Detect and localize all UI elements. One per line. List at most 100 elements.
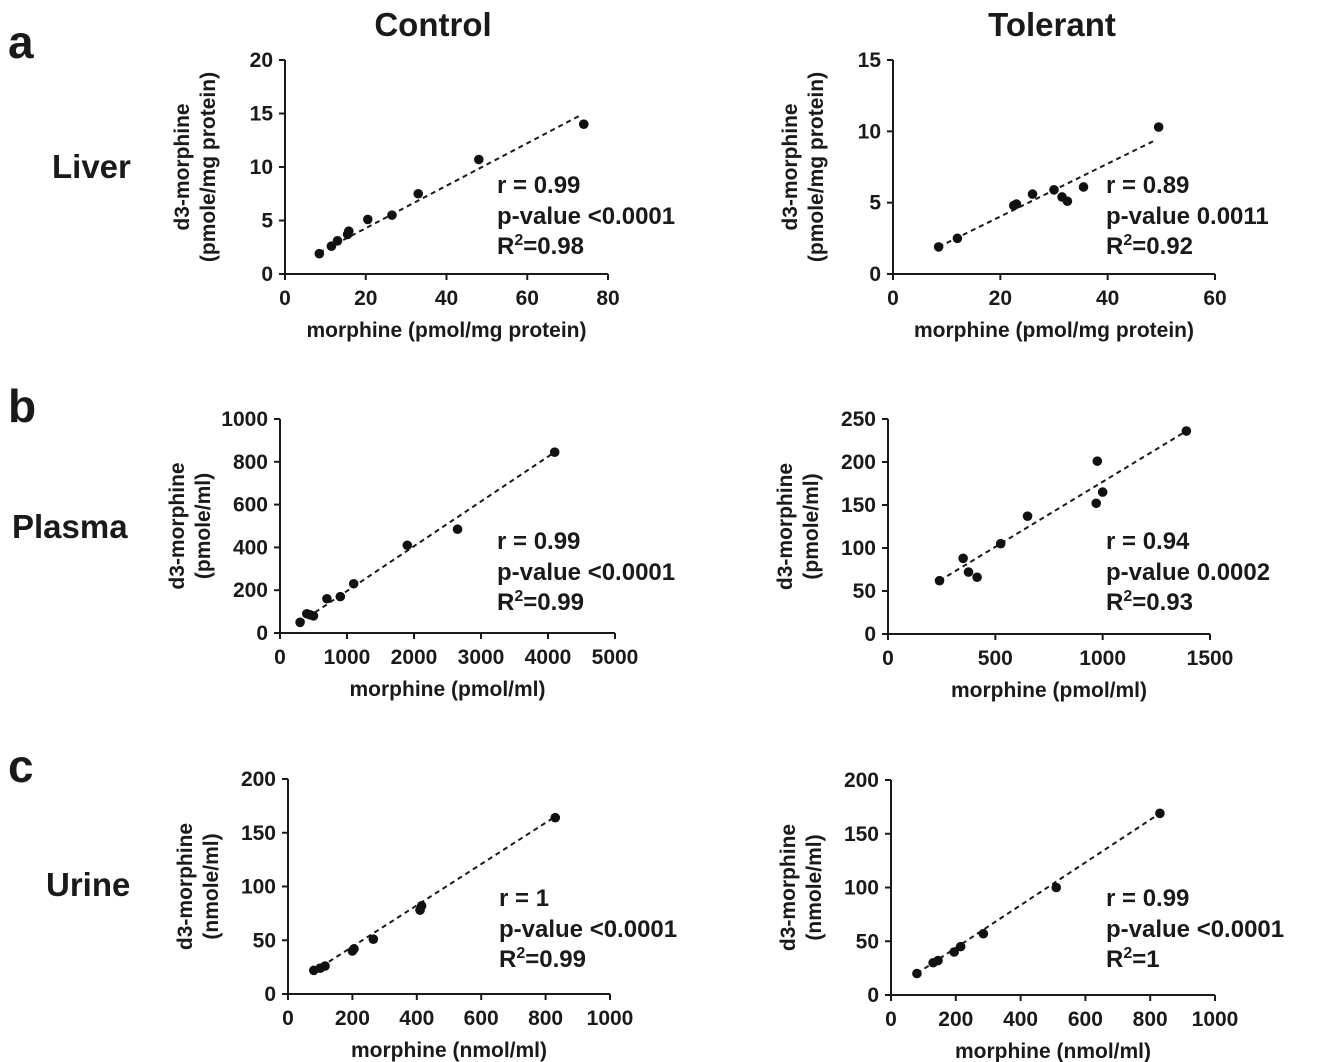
data-point: [413, 188, 424, 199]
data-point: [1051, 882, 1062, 893]
y-axis-label-line2: (pmole/ml): [192, 473, 215, 579]
y-axis-label-line2: (pmole/mg protein): [805, 72, 828, 262]
y-axis-label-line2: (nmole/ml): [803, 834, 826, 940]
stat-p-value: p-value <0.0001: [1106, 916, 1284, 943]
x-axis-label: morphine (nmol/ml): [955, 1040, 1151, 1062]
y-tick-label: 0: [256, 622, 268, 645]
data-point: [549, 447, 560, 457]
x-tick-label: 600: [464, 1007, 499, 1030]
x-axis-label: morphine (pmol/mg protein): [914, 319, 1194, 342]
stat-r: r = 0.94: [1106, 528, 1190, 555]
x-tick-label: 3000: [458, 646, 505, 669]
y-tick-label: 150: [841, 494, 876, 517]
y-tick-label: 50: [253, 929, 276, 952]
header-tolerant: Tolerant: [988, 6, 1116, 43]
data-point: [933, 955, 943, 966]
data-point: [1022, 511, 1033, 521]
data-point: [452, 524, 463, 535]
y-tick-label: 20: [250, 49, 273, 72]
x-tick-label: 20: [989, 287, 1012, 310]
x-tick-label: 0: [274, 646, 286, 669]
x-tick-label: 60: [1203, 287, 1226, 310]
y-tick-label: 100: [241, 876, 276, 899]
x-tick-label: 200: [335, 1007, 370, 1030]
x-tick-label: 20: [354, 287, 377, 310]
x-tick-label: 0: [279, 287, 291, 310]
regression-line: [939, 430, 1187, 582]
y-tick-label: 250: [841, 408, 876, 431]
data-point: [934, 575, 945, 586]
data-point: [1097, 487, 1108, 497]
chart-b-control: 0 1000 2000 3000 4000 5000 0 200 400 600 800 1000 mo…: [166, 408, 675, 701]
x-tick-label: 4000: [525, 646, 572, 669]
y-axis-label-line2: (nmole/ml): [200, 833, 223, 939]
y-axis-label-line1: d3-morphine: [166, 462, 189, 589]
stat-p-value: p-value 0.0002: [1106, 559, 1270, 586]
chart-b-tolerant: 0 500 1000 1500 0 50 100 150 200 250 morphine (pmo…: [774, 408, 1270, 702]
data-point: [1181, 426, 1192, 436]
y-axis-label-line1: d3-morphine: [774, 463, 797, 590]
y-tick-label: 200: [841, 451, 876, 474]
stat-p-value: p-value <0.0001: [497, 559, 675, 586]
stat-r: r = 0.99: [497, 528, 580, 555]
y-tick-label: 5: [869, 192, 881, 215]
stat-r-squared: R2=0.93: [1106, 588, 1193, 616]
y-tick-label: 15: [858, 49, 882, 72]
x-tick-label: 80: [596, 287, 619, 310]
regression-line: [299, 451, 556, 624]
x-axis-label: morphine (nmol/ml): [351, 1039, 547, 1062]
y-tick-label: 0: [264, 983, 276, 1006]
x-tick-label: 200: [938, 1008, 973, 1031]
y-tick-label: 1000: [221, 408, 268, 431]
stat-r-squared: R2=1: [1106, 945, 1160, 973]
data-point: [343, 226, 354, 236]
y-tick-label: 0: [867, 984, 879, 1007]
y-tick-label: 200: [233, 579, 268, 602]
y-tick-label: 10: [858, 120, 881, 143]
data-point: [1011, 199, 1022, 209]
data-point: [1078, 182, 1089, 192]
x-tick-label: 40: [435, 287, 458, 310]
y-tick-label: 0: [864, 623, 876, 646]
y-axis-label-line1: d3-morphine: [777, 824, 800, 951]
data-point: [550, 812, 561, 823]
y-tick-label: 200: [844, 769, 879, 792]
row-label-liver: Liver: [52, 148, 131, 185]
stat-p-value: p-value <0.0001: [497, 203, 675, 230]
y-tick-label: 400: [233, 536, 268, 559]
data-point: [474, 154, 484, 165]
data-point: [320, 961, 330, 971]
data-point: [348, 578, 359, 589]
data-point: [1092, 456, 1103, 466]
x-tick-label: 0: [282, 1007, 294, 1030]
data-point: [387, 210, 397, 220]
y-tick-label: 100: [844, 877, 879, 900]
x-tick-label: 1000: [1079, 647, 1126, 670]
regression-line: [938, 138, 1157, 248]
x-axis-label: morphine (pmol/ml): [350, 678, 546, 701]
row-label-urine: Urine: [46, 866, 130, 903]
x-tick-label: 1000: [1192, 1008, 1239, 1031]
stat-r-squared: R2=0.99: [497, 588, 584, 616]
x-tick-label: 5000: [592, 646, 639, 669]
x-tick-label: 2000: [391, 646, 438, 669]
y-axis-label-line1: d3-morphine: [779, 103, 802, 230]
data-point: [1153, 122, 1164, 132]
y-tick-label: 800: [233, 451, 268, 474]
stat-r-squared: R2=0.99: [499, 945, 586, 973]
data-point: [335, 591, 346, 602]
row-label-plasma: Plasma: [12, 508, 128, 545]
panel-letter-b: b: [8, 380, 36, 432]
panel-letter-a: a: [8, 16, 34, 68]
stat-r: r = 0.99: [497, 172, 580, 199]
y-tick-label: 200: [241, 768, 276, 791]
chart-a-tolerant: 0 20 40 60 0 5 10 15 morphine (pmol/mg protein) d…: [779, 49, 1269, 342]
x-axis-label: morphine (pmol/mg protein): [307, 319, 587, 342]
data-point: [368, 934, 379, 944]
data-point: [578, 119, 589, 129]
data-point: [295, 617, 305, 628]
chart-c-control: 0 200 400 600 800 1000 0 50 100 150 200 morphine (n…: [174, 768, 677, 1062]
data-point: [1091, 498, 1102, 509]
y-tick-label: 10: [250, 156, 273, 179]
